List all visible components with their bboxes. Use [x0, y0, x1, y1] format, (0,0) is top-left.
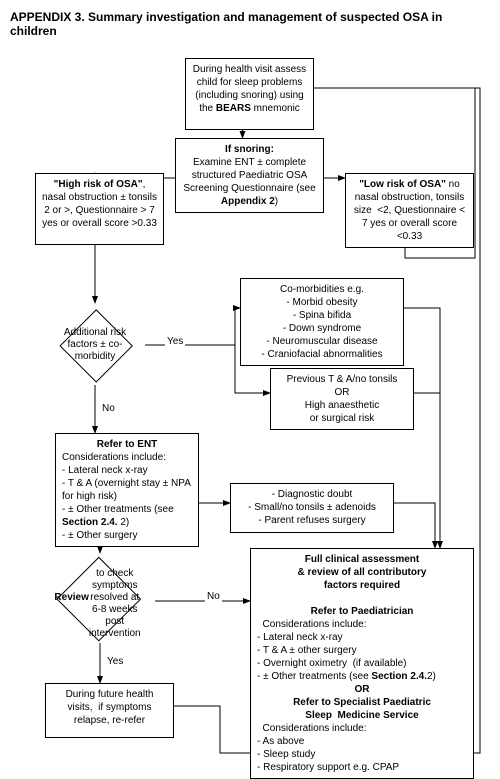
node-snoring: If snoring:Examine ENT ± complete struct… — [175, 138, 324, 213]
node-previous: Previous T & A/no tonsilsORHigh anaesthe… — [270, 368, 414, 430]
page-title: APPENDIX 3. Summary investigation and ma… — [10, 10, 490, 38]
node-future: During future health visits, if symptoms… — [45, 683, 174, 738]
flowchart-canvas: During health visit assess child for sle… — [10, 48, 490, 758]
node-addrisk: Additional risk factors ± co-morbidity — [45, 310, 145, 380]
node-doubt: - Diagnostic doubt- Small/no tonsils ± a… — [230, 483, 394, 533]
node-start: During health visit assess child for sle… — [185, 58, 314, 130]
node-comorbid: Co-morbidities e.g.- Morbid obesity- Spi… — [240, 278, 404, 366]
edge-label: Yes — [105, 656, 125, 667]
edge-label: No — [205, 591, 222, 602]
edge-label: Yes — [165, 336, 185, 347]
node-full: Full clinical assessment& review of all … — [250, 548, 474, 779]
node-low: "Low risk of OSA" no nasal obstruction, … — [345, 173, 474, 248]
edge-label: No — [100, 403, 117, 414]
node-high: "High risk of OSA", nasal obstruction ± … — [35, 173, 164, 245]
node-review: Reviewto check symptoms resolved at 6-8 … — [45, 558, 150, 638]
node-ent: Refer to ENTConsiderations include:- Lat… — [55, 433, 199, 547]
